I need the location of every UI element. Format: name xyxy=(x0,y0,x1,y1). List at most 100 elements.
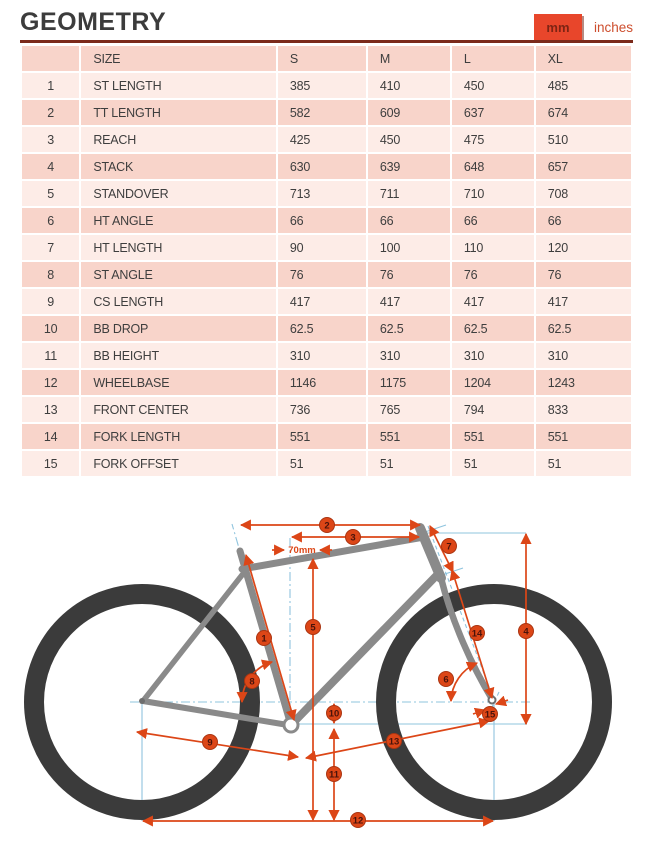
value-cell: 711 xyxy=(367,181,450,206)
value-cell: 551 xyxy=(535,424,631,449)
page-title: GEOMETRY xyxy=(20,8,167,36)
row-number-cell: 2 xyxy=(22,100,80,125)
value-cell: 310 xyxy=(451,343,534,368)
top-tube xyxy=(238,533,428,573)
table-row: 15 FORK OFFSET 51 51 51 51 xyxy=(22,451,631,476)
value-cell: 76 xyxy=(451,262,534,287)
svg-text:9: 9 xyxy=(207,738,212,749)
row-number-cell: 3 xyxy=(22,127,80,152)
units-mm-button[interactable]: mm xyxy=(533,14,582,41)
value-cell: 450 xyxy=(451,73,534,98)
measure-label-cell: FORK LENGTH xyxy=(81,424,276,449)
value-cell: 765 xyxy=(367,397,450,422)
row-number-cell: 13 xyxy=(22,397,80,422)
header-rule xyxy=(20,40,633,43)
column-header-size: SIZE xyxy=(81,46,276,71)
value-cell: 485 xyxy=(535,73,631,98)
value-cell: 582 xyxy=(277,100,366,125)
dimension-badge-12: 12 xyxy=(350,812,366,828)
row-number-cell: 6 xyxy=(22,208,80,233)
value-cell: 66 xyxy=(451,208,534,233)
table-row: 11 BB HEIGHT 310 310 310 310 xyxy=(22,343,631,368)
dimension-badge-3: 3 xyxy=(345,529,361,545)
table-row: 12 WHEELBASE 1146 1175 1204 1243 xyxy=(22,370,631,395)
geometry-table: SIZE S M L XL 1 ST LENGTH 385 410 450 485 2 TT LENG… xyxy=(20,44,633,478)
value-cell: 76 xyxy=(535,262,631,287)
dimension-badge-15: 15 xyxy=(482,706,498,722)
value-cell: 417 xyxy=(535,289,631,314)
value-cell: 62.5 xyxy=(367,316,450,341)
measure-label-cell: CS LENGTH xyxy=(81,289,276,314)
column-header-xl: XL xyxy=(535,46,631,71)
dimension-badge-13: 13 xyxy=(386,733,402,749)
svg-text:4: 4 xyxy=(523,627,529,638)
dimension-badge-10: 10 xyxy=(326,705,342,721)
svg-text:8: 8 xyxy=(249,677,254,688)
value-cell: 66 xyxy=(277,208,366,233)
dimension-badge-2: 2 xyxy=(319,517,335,533)
value-cell: 551 xyxy=(277,424,366,449)
value-cell: 90 xyxy=(277,235,366,260)
bottom-bracket xyxy=(282,716,300,734)
dimension-badge-6: 6 xyxy=(438,671,454,687)
value-cell: 551 xyxy=(367,424,450,449)
table-header-row: SIZE S M L XL xyxy=(22,46,631,71)
value-cell: 51 xyxy=(535,451,631,476)
svg-text:14: 14 xyxy=(472,629,483,640)
value-cell: 62.5 xyxy=(535,316,631,341)
value-cell: 66 xyxy=(535,208,631,233)
measure-label-cell: HT LENGTH xyxy=(81,235,276,260)
svg-text:3: 3 xyxy=(350,533,355,544)
svg-text:5: 5 xyxy=(310,623,316,634)
dimension-badge-5: 5 xyxy=(305,619,321,635)
value-cell: 120 xyxy=(535,235,631,260)
value-cell: 110 xyxy=(451,235,534,260)
column-header-num xyxy=(22,46,80,71)
units-inches-button[interactable]: inches xyxy=(593,20,633,35)
value-cell: 510 xyxy=(535,127,631,152)
row-number-cell: 5 xyxy=(22,181,80,206)
dimension-badge-1: 1 xyxy=(256,630,272,646)
value-cell: 410 xyxy=(367,73,450,98)
value-cell: 551 xyxy=(451,424,534,449)
measure-label-cell: STANDOVER xyxy=(81,181,276,206)
svg-text:7: 7 xyxy=(446,542,451,553)
value-cell: 708 xyxy=(535,181,631,206)
value-cell: 62.5 xyxy=(451,316,534,341)
dimension-badge-9: 9 xyxy=(202,734,218,750)
table-row: 3 REACH 425 450 475 510 xyxy=(22,127,631,152)
value-cell: 76 xyxy=(367,262,450,287)
value-cell: 630 xyxy=(277,154,366,179)
row-number-cell: 7 xyxy=(22,235,80,260)
column-header-s: S xyxy=(277,46,366,71)
dimension-badge-14: 14 xyxy=(469,625,485,641)
measure-label-cell: FORK OFFSET xyxy=(81,451,276,476)
table-row: 6 HT ANGLE 66 66 66 66 xyxy=(22,208,631,233)
value-cell: 475 xyxy=(451,127,534,152)
value-cell: 450 xyxy=(367,127,450,152)
measure-label-cell: REACH xyxy=(81,127,276,152)
table-row: 4 STACK 630 639 648 657 xyxy=(22,154,631,179)
value-cell: 310 xyxy=(535,343,631,368)
measure-label-cell: ST ANGLE xyxy=(81,262,276,287)
value-cell: 657 xyxy=(535,154,631,179)
dimension-badge-11: 11 xyxy=(326,766,342,782)
measure-label-cell: TT LENGTH xyxy=(81,100,276,125)
unit-toggle: mm inches xyxy=(533,14,633,41)
dimension-badge-4: 4 xyxy=(518,623,534,639)
value-cell: 310 xyxy=(367,343,450,368)
svg-text:12: 12 xyxy=(353,816,364,827)
measure-label-cell: STACK xyxy=(81,154,276,179)
table-row: 10 BB DROP 62.5 62.5 62.5 62.5 xyxy=(22,316,631,341)
measure-label-cell: BB HEIGHT xyxy=(81,343,276,368)
row-number-cell: 9 xyxy=(22,289,80,314)
table-row: 9 CS LENGTH 417 417 417 417 xyxy=(22,289,631,314)
row-number-cell: 14 xyxy=(22,424,80,449)
value-cell: 639 xyxy=(367,154,450,179)
table-row: 13 FRONT CENTER 736 765 794 833 xyxy=(22,397,631,422)
svg-text:15: 15 xyxy=(485,710,496,721)
value-cell: 76 xyxy=(277,262,366,287)
value-cell: 1146 xyxy=(277,370,366,395)
